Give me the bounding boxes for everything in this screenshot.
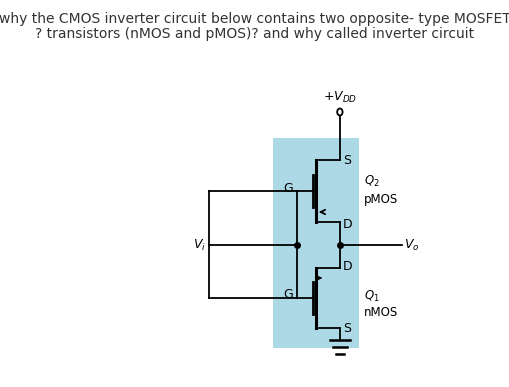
Text: D: D — [342, 260, 352, 272]
Text: $Q_2$: $Q_2$ — [363, 173, 379, 188]
Text: $V_o$: $V_o$ — [403, 238, 418, 253]
Text: $+V_{DD}$: $+V_{DD}$ — [322, 90, 356, 105]
Text: why the CMOS inverter circuit below contains two opposite- type MOSFET: why the CMOS inverter circuit below cont… — [0, 12, 509, 26]
Text: $V_i$: $V_i$ — [192, 238, 205, 253]
Text: S: S — [342, 154, 350, 166]
Text: S: S — [342, 322, 350, 334]
Text: D: D — [342, 217, 352, 231]
Text: G: G — [282, 288, 293, 301]
Text: G: G — [282, 182, 293, 195]
Text: nMOS: nMOS — [363, 305, 397, 319]
Bar — [272, 138, 358, 348]
Text: ? transistors (nMOS and pMOS)? and why called inverter circuit: ? transistors (nMOS and pMOS)? and why c… — [35, 27, 474, 41]
Text: $Q_1$: $Q_1$ — [363, 288, 379, 303]
Text: pMOS: pMOS — [363, 192, 397, 205]
